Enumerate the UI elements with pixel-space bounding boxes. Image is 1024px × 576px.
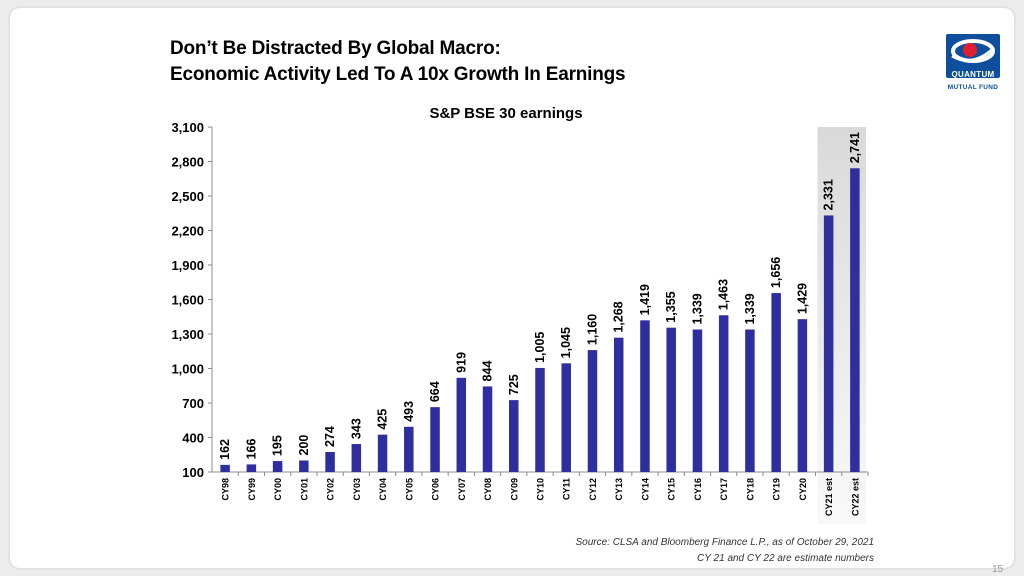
bar [299, 460, 309, 472]
bar-value-label: 1,339 [690, 293, 704, 324]
x-tick-label: CY09 [509, 478, 519, 501]
bar [482, 386, 493, 472]
bar [430, 407, 440, 472]
bar [377, 434, 388, 472]
y-tick-label: 1,600 [171, 293, 204, 308]
bar-value-label: 2,741 [848, 132, 862, 163]
y-tick-label: 400 [182, 431, 204, 446]
quantum-globe-icon [946, 34, 1000, 78]
x-tick-label: CY10 [536, 478, 546, 501]
bar-value-label: 200 [297, 435, 311, 456]
bar-value-label: 1,339 [743, 293, 757, 324]
x-tick-label: CY02 [326, 478, 336, 501]
bar [613, 337, 624, 472]
bar [272, 461, 283, 472]
bar [456, 377, 467, 472]
bar [509, 400, 519, 472]
y-tick-label: 2,800 [171, 155, 204, 170]
y-tick-label: 3,100 [171, 120, 204, 135]
bar-value-label: 274 [323, 426, 337, 447]
x-tick-label: CY22 est [850, 478, 860, 516]
bar-value-label: 195 [271, 435, 285, 456]
y-tick-label: 1,900 [171, 258, 204, 273]
bar [692, 329, 703, 472]
bar-value-label: 1,268 [612, 301, 626, 332]
bar [771, 293, 781, 472]
x-tick-label: CY04 [378, 478, 388, 501]
bar-value-label: 1,656 [769, 257, 783, 288]
bar [404, 426, 414, 472]
x-tick-label: CY16 [693, 478, 703, 501]
estimate-note: CY 21 and CY 22 are estimate numbers [697, 553, 874, 564]
x-tick-label: CY17 [719, 478, 729, 501]
x-tick-label: CY06 [431, 478, 441, 501]
x-tick-label: CY14 [640, 478, 650, 501]
x-tick-label: CY11 [562, 478, 572, 500]
bar-value-label: 162 [218, 439, 232, 460]
x-tick-label: CY99 [247, 478, 257, 501]
bar-value-label: 2,331 [822, 179, 836, 210]
x-tick-label: CY01 [299, 478, 309, 501]
bar [535, 367, 545, 472]
bar [666, 327, 676, 472]
bar-value-label: 1,419 [638, 284, 652, 315]
bar [587, 350, 598, 472]
bar-value-label: 1,463 [717, 279, 731, 310]
x-tick-label: CY98 [221, 478, 231, 501]
bar-value-label: 166 [244, 439, 258, 460]
bar-value-label: 493 [402, 401, 416, 422]
bar [561, 363, 571, 472]
logo-subtitle: MUTUAL FUND [947, 84, 999, 91]
x-tick-label: CY08 [483, 478, 493, 501]
bar-value-label: 844 [481, 361, 495, 382]
earnings-bar-chart: S&P BSE 30 earnings 100 400 700 1,000 1,300 1,… [171, 105, 869, 524]
bar [246, 464, 257, 472]
bar-value-label: 664 [428, 381, 442, 402]
x-tick-label: CY00 [273, 478, 283, 501]
chart-title: S&P BSE 30 earnings [429, 105, 582, 122]
x-tick-label: CY20 [798, 478, 808, 501]
x-tick-label: CY12 [588, 478, 598, 501]
bar-value-label: 343 [349, 418, 363, 439]
bar [640, 320, 650, 472]
title-line-1: Don’t Be Distracted By Global Macro: [170, 38, 501, 59]
source-note: Source: CLSA and Bloomberg Finance L.P.,… [575, 537, 874, 548]
page-title: Don’t Be Distracted By Global Macro: Eco… [170, 36, 626, 88]
bar [220, 464, 230, 472]
bar [850, 168, 860, 472]
y-tick-label: 1,300 [171, 327, 204, 342]
logo-wordmark: QUANTUM [951, 70, 995, 79]
x-tick-label: CY05 [404, 478, 414, 501]
x-tick-label: CY18 [745, 478, 755, 501]
bar-value-label: 1,045 [559, 327, 573, 358]
y-tick-label: 2,200 [171, 224, 204, 239]
x-tick-label: CY07 [457, 478, 467, 501]
bar-value-label: 1,355 [664, 291, 678, 322]
bar [351, 444, 362, 472]
slide: Don’t Be Distracted By Global Macro: Eco… [10, 8, 1014, 575]
bar [745, 329, 755, 472]
bar-value-label: 1,005 [533, 332, 547, 363]
x-tick-label: CY15 [667, 478, 677, 501]
y-tick-label: 700 [182, 396, 204, 411]
bar [325, 451, 335, 472]
x-tick-label: CY21 est [824, 478, 834, 516]
bar [823, 215, 834, 472]
bar-value-label: 919 [454, 352, 468, 373]
quantum-logo: QUANTUM MUTUAL FUND [942, 34, 1004, 98]
bar [718, 315, 729, 472]
bar-value-label: 1,160 [585, 314, 599, 345]
bar-value-label: 725 [507, 374, 521, 395]
bar-value-label: 425 [376, 409, 390, 430]
y-tick-label: 1,000 [171, 362, 204, 377]
y-tick-label: 100 [182, 465, 204, 480]
x-tick-label: CY13 [614, 478, 624, 501]
title-line-2: Economic Activity Led To A 10x Growth In… [170, 64, 626, 85]
page-number: 15 [992, 564, 1004, 575]
x-tick-label: CY19 [772, 478, 782, 501]
x-tick-label: CY03 [352, 478, 362, 501]
bar [797, 319, 808, 472]
bar-value-label: 1,429 [795, 283, 809, 314]
y-tick-label: 2,500 [171, 189, 204, 204]
